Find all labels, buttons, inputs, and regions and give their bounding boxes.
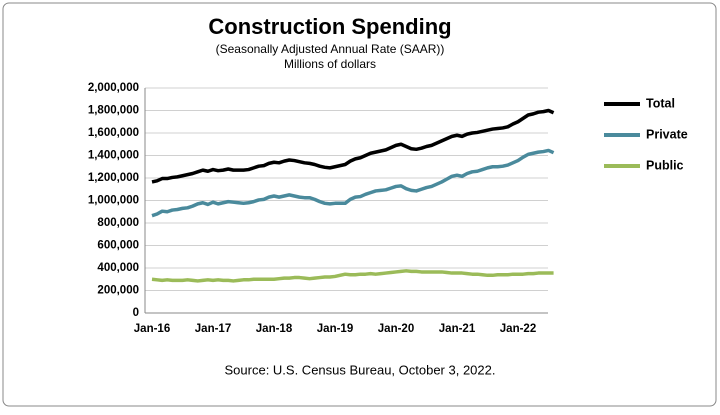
y-tick-label: 200,000 xyxy=(97,285,139,297)
x-tick-label: Jan-18 xyxy=(256,323,293,335)
legend-label: Public xyxy=(646,158,684,172)
x-tick-label: Jan-16 xyxy=(134,323,170,335)
source: Source: U.S. Census Bureau, October 3, 2… xyxy=(225,362,496,377)
x-tick-label: Jan-20 xyxy=(378,323,414,335)
y-tick-label: 1,200,000 xyxy=(88,172,139,184)
line-series xyxy=(151,148,555,218)
y-tick-label: 1,600,000 xyxy=(88,127,139,139)
y-tick-label: 1,400,000 xyxy=(88,150,139,162)
chart-subtitle: (Seasonally Adjusted Annual Rate (SAAR)) xyxy=(216,42,445,56)
x-tick-label: Jan-21 xyxy=(439,323,476,335)
frame xyxy=(2,2,717,407)
y-tick-label: 600,000 xyxy=(97,240,139,252)
legend-label: Total xyxy=(646,96,675,110)
line-series xyxy=(151,108,555,184)
chart-title: Construction Spending xyxy=(208,14,451,39)
y-unit: Millions of dollars xyxy=(284,57,376,71)
y-tick-label: 800,000 xyxy=(97,217,139,229)
y-tick-label: 0 xyxy=(133,307,139,319)
y-tick-label: 1,000,000 xyxy=(88,195,139,207)
y-tick-label: 2,000,000 xyxy=(88,82,139,94)
line-series xyxy=(151,269,554,283)
y-tick-label: 1,800,000 xyxy=(88,105,139,117)
x-tick-label: Jan-22 xyxy=(500,323,536,335)
x-tick-label: Jan-17 xyxy=(195,323,231,335)
y-tick-label: 400,000 xyxy=(97,262,139,274)
x-tick-label: Jan-19 xyxy=(317,323,353,335)
legend-label: Private xyxy=(646,127,688,141)
